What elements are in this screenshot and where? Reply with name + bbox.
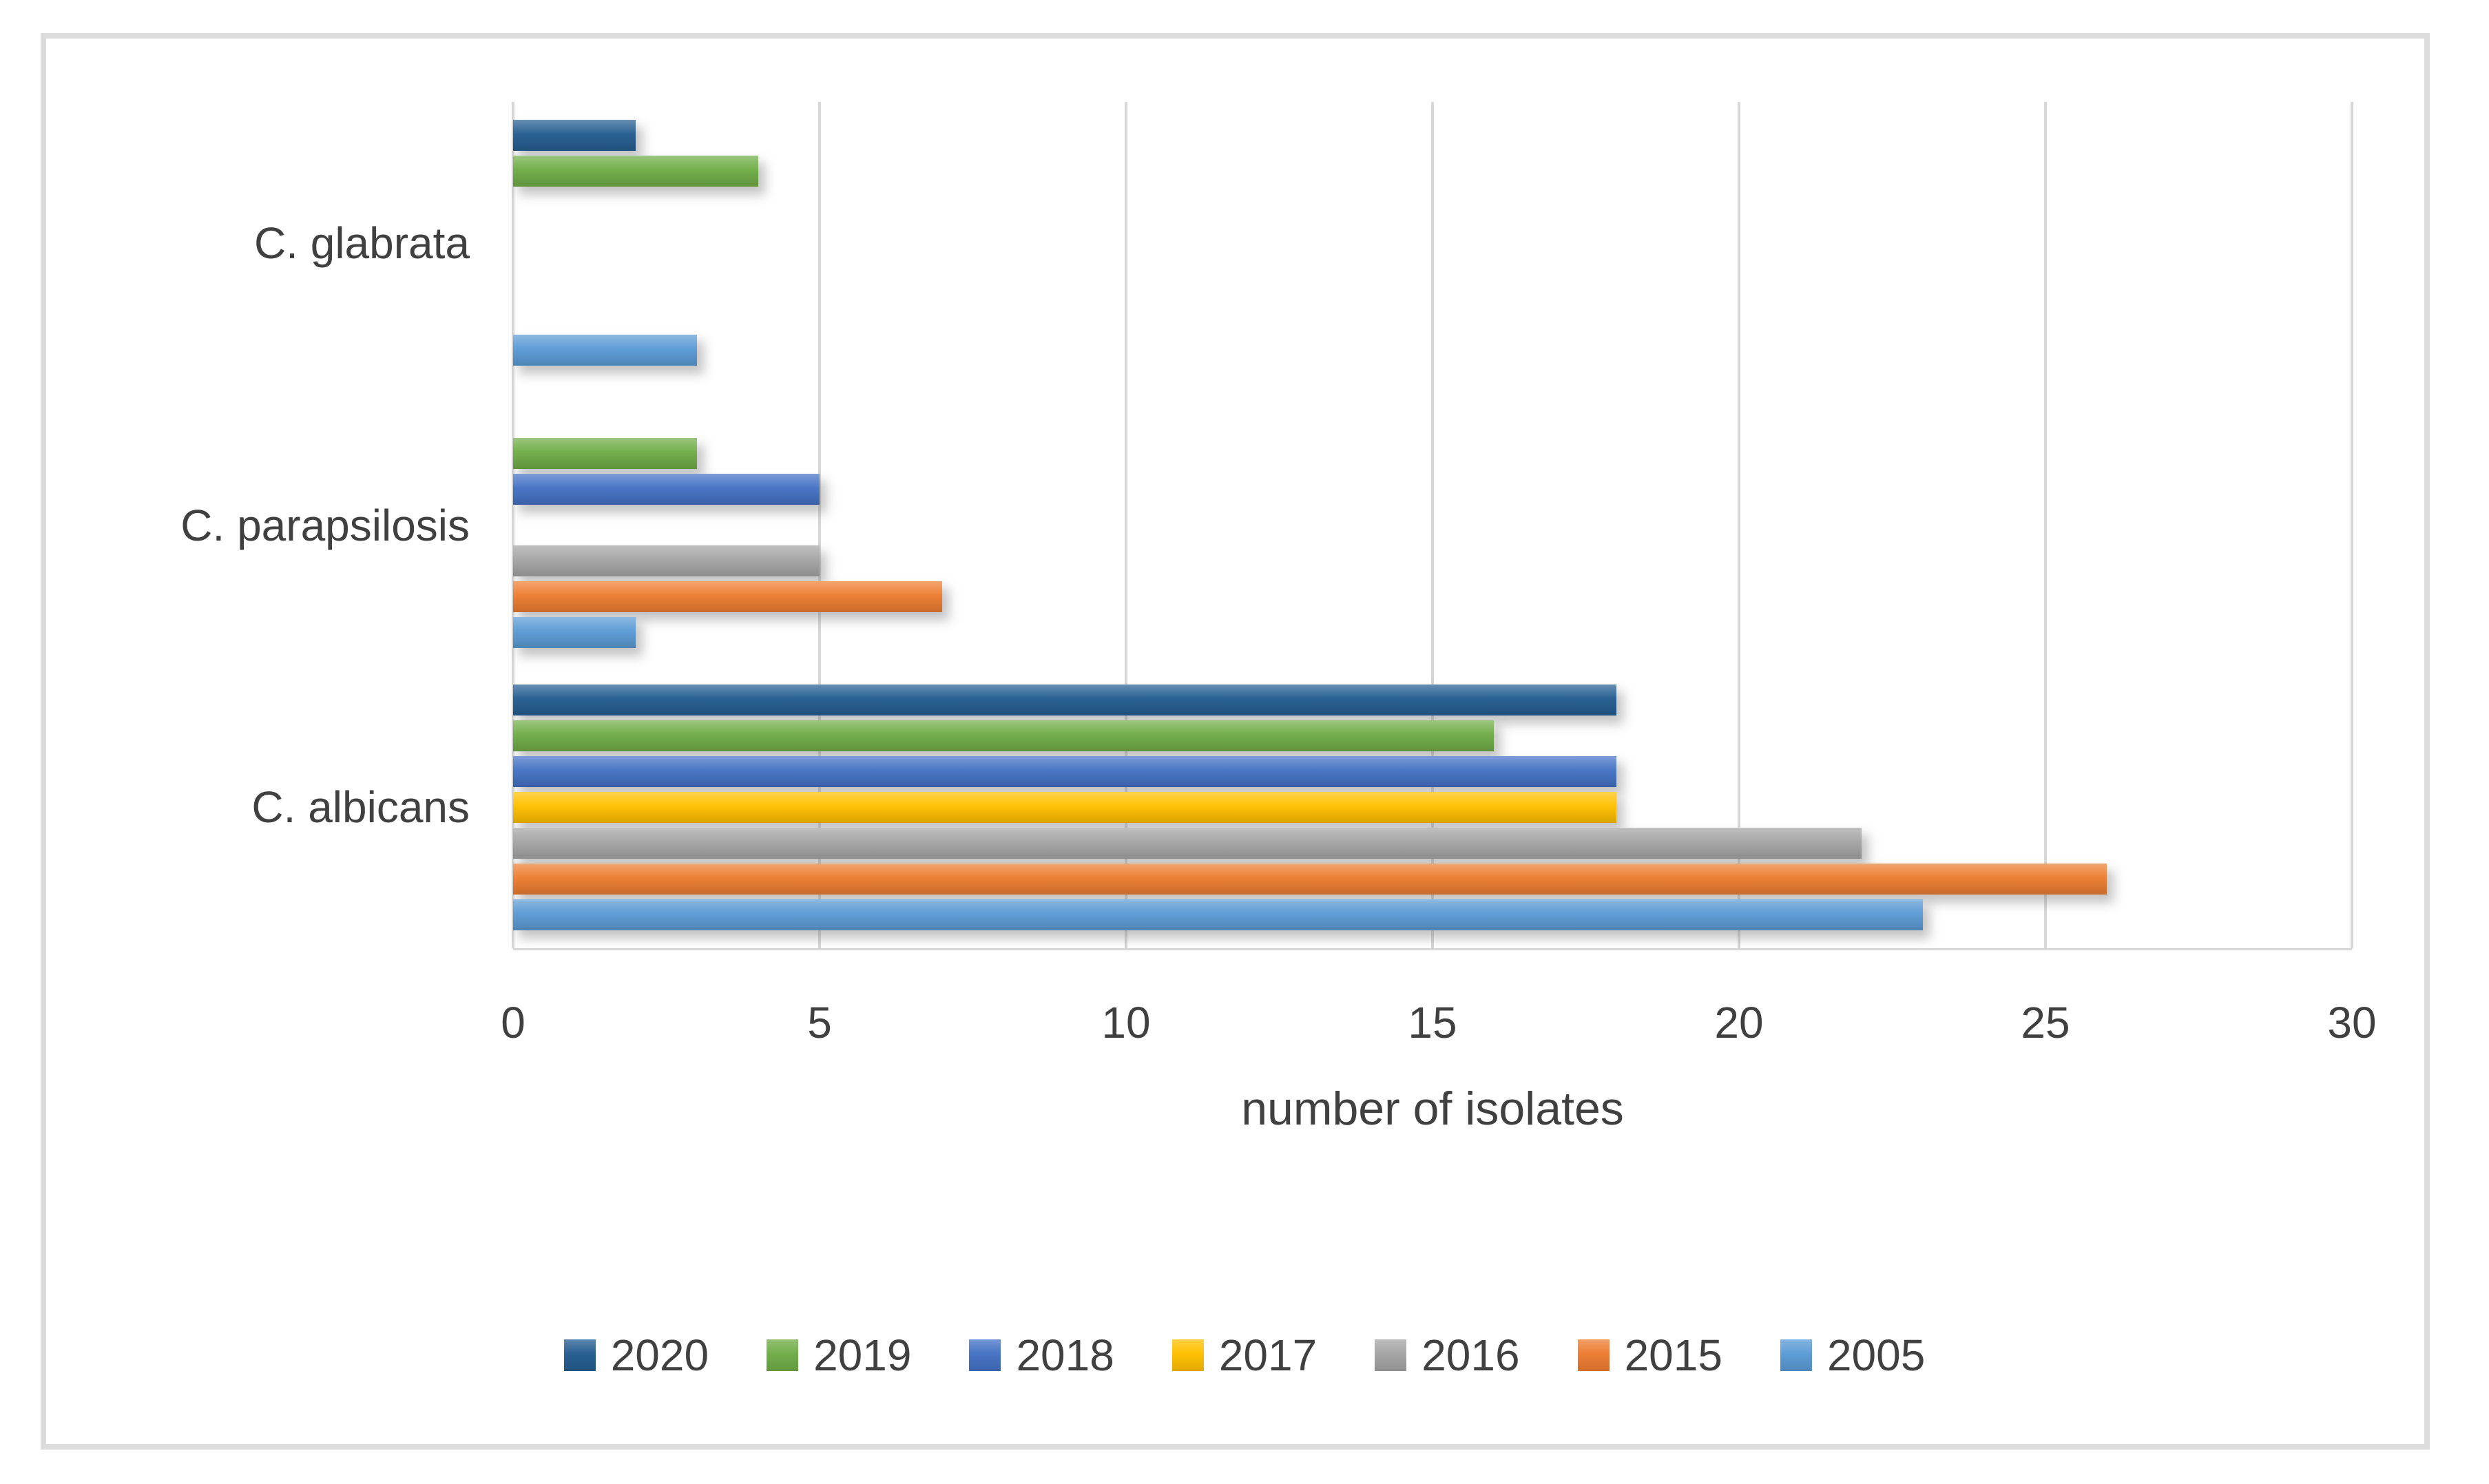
bar-2018 <box>513 755 1616 787</box>
x-tick-label: 25 <box>2021 998 2070 1047</box>
legend-marker-icon <box>1375 1339 1407 1371</box>
plot-area <box>512 102 2353 950</box>
bar-group <box>513 102 2352 384</box>
bar-2018 <box>513 474 820 505</box>
legend-entry-2016: 2016 <box>1375 1330 1520 1380</box>
gridline-x-15 <box>1431 102 1434 948</box>
gridline-x-30 <box>2351 102 2353 948</box>
legend-entry-2015: 2015 <box>1577 1330 1722 1380</box>
legend-entry-2019: 2019 <box>767 1333 911 1377</box>
bar-2005 <box>513 335 697 366</box>
legend: 2020 2019 2018 2017 2016 2015 2005 <box>0 1329 2489 1381</box>
legend-marker-icon <box>1577 1339 1610 1371</box>
x-tick-label: 15 <box>1408 998 1457 1047</box>
bar-2005 <box>513 899 1923 930</box>
x-tick-label: 10 <box>1101 998 1151 1047</box>
x-axis-title: number of isolates <box>1241 1083 1624 1135</box>
bar-row <box>513 263 2352 294</box>
gridline-x-5 <box>818 102 821 948</box>
bar-2015 <box>513 581 942 612</box>
gridline-x-20 <box>1738 102 1740 948</box>
bar-row <box>513 299 2352 330</box>
x-tick-label: 5 <box>807 998 832 1047</box>
gridline-x-10 <box>1125 102 1127 948</box>
bar-row <box>513 227 2352 258</box>
bar-groups <box>513 102 2352 948</box>
bar-2016 <box>513 545 820 576</box>
legend-label: 2019 <box>813 1330 912 1380</box>
bar-row <box>513 755 2352 787</box>
category-label: C. parapsilosis <box>180 500 470 550</box>
legend-entry-2005: 2005 <box>1780 1333 1925 1377</box>
legend-label: 2005 <box>1826 1330 1926 1380</box>
x-tick-label: 0 <box>501 998 525 1047</box>
bar-row <box>513 191 2352 222</box>
y-axis-category-labels: C. glabrata C. parapsilosis C. albicans <box>0 102 470 948</box>
legend-label: 2017 <box>1218 1330 1318 1380</box>
legend-entry-2018: 2018 <box>969 1333 1114 1377</box>
bar-2019 <box>513 720 1494 751</box>
bar-group <box>513 666 2352 948</box>
bar-row <box>513 120 2352 151</box>
bar-2019 <box>513 438 697 469</box>
bar-2005 <box>513 617 636 648</box>
bar-row <box>513 510 2352 541</box>
legend-marker-icon <box>1780 1339 1812 1371</box>
bar-2016 <box>513 827 1862 859</box>
category-label: C. albicans <box>251 782 470 833</box>
bar-row <box>513 827 2352 859</box>
bar-2017 <box>513 791 1616 823</box>
bar-row <box>513 581 2352 612</box>
legend-label: 2020 <box>610 1330 709 1380</box>
legend-marker-icon <box>563 1339 596 1371</box>
bar-row <box>513 720 2352 751</box>
bar-group <box>513 384 2352 667</box>
bar-2019 <box>513 156 758 187</box>
bar-row <box>513 545 2352 576</box>
x-axis-tick-labels: 0 5 10 15 20 25 30 <box>501 998 2376 1049</box>
bar-row <box>513 402 2352 433</box>
bar-2015 <box>513 863 2107 895</box>
legend-entry-2020: 2020 <box>563 1330 709 1380</box>
bar-row <box>513 438 2352 469</box>
gridline-x-25 <box>2044 102 2047 948</box>
x-tick-label: 30 <box>2327 998 2377 1047</box>
bar-row <box>513 474 2352 505</box>
bar-row <box>513 791 2352 823</box>
category-label: C. glabrata <box>253 218 470 268</box>
legend-entry-2017: 2017 <box>1171 1330 1318 1380</box>
legend-label: 2016 <box>1421 1330 1520 1380</box>
bar-row <box>513 863 2352 895</box>
legend-marker-icon <box>1171 1339 1204 1371</box>
bar-row <box>513 899 2352 930</box>
bar-row <box>513 617 2352 648</box>
x-tick-label: 20 <box>1714 998 1764 1047</box>
gridline-x-0 <box>512 102 514 948</box>
bar-2020 <box>513 120 636 151</box>
legend-marker-icon <box>969 1339 1001 1371</box>
legend-label: 2015 <box>1624 1330 1722 1380</box>
legend-label: 2018 <box>1016 1330 1114 1380</box>
bar-row <box>513 156 2352 187</box>
bar-row <box>513 684 2352 715</box>
bar-2020 <box>513 684 1616 715</box>
bar-row <box>513 335 2352 366</box>
legend-marker-icon <box>767 1339 799 1371</box>
